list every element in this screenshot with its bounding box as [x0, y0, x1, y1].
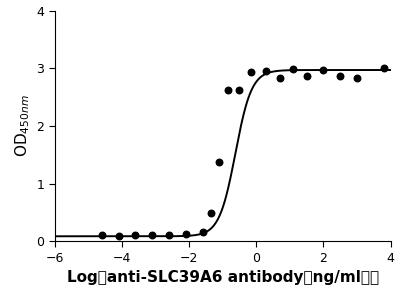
Point — [99, 233, 105, 237]
Point — [224, 88, 231, 93]
Point — [303, 74, 310, 79]
Point — [182, 232, 189, 236]
Point — [380, 66, 387, 71]
Point — [290, 67, 296, 72]
Point — [149, 232, 155, 237]
Point — [132, 233, 138, 237]
Point — [216, 159, 222, 164]
Point — [337, 73, 343, 78]
Point — [236, 87, 243, 92]
Point — [248, 70, 254, 75]
Point — [276, 75, 283, 80]
Point — [320, 68, 326, 72]
Point — [354, 75, 360, 80]
Point — [199, 230, 206, 235]
Point — [208, 210, 214, 215]
Point — [116, 233, 122, 238]
Point — [263, 69, 270, 74]
Y-axis label: OD$_{450nm}$: OD$_{450nm}$ — [14, 95, 32, 157]
Point — [166, 233, 172, 237]
X-axis label: Log（anti-SLC39A6 antibody（ng/ml））: Log（anti-SLC39A6 antibody（ng/ml）） — [67, 270, 379, 285]
